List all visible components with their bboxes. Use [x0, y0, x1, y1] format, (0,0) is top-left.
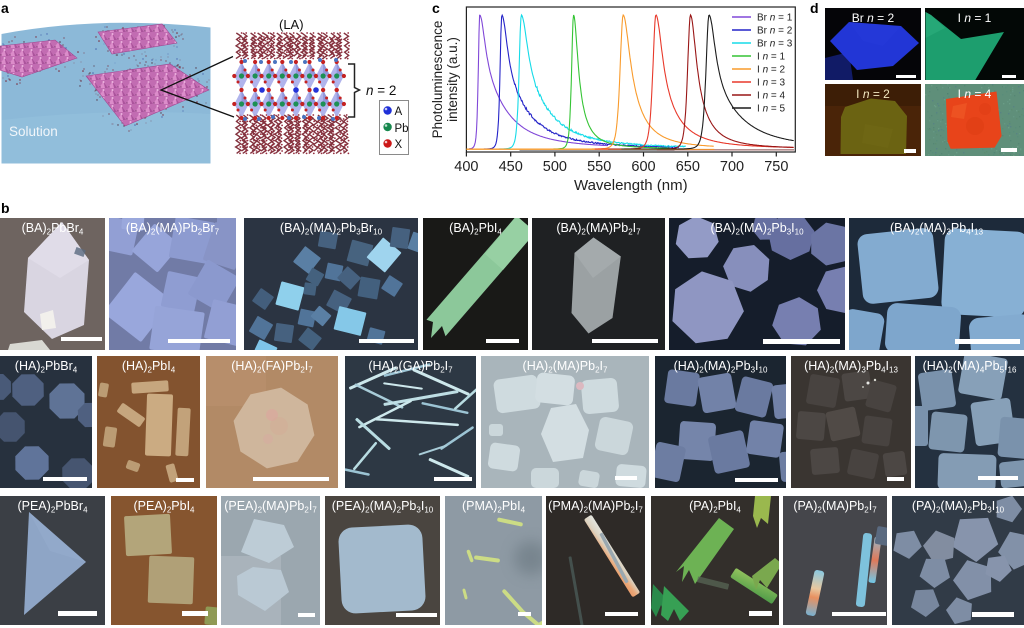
svg-text:600: 600: [631, 159, 655, 175]
svg-text:I n = 1: I n = 1: [757, 52, 786, 63]
svg-text:Br n = 3: Br n = 3: [757, 39, 793, 50]
svg-text:Br n = 1: Br n = 1: [757, 13, 793, 24]
svg-text:Wavelength (nm): Wavelength (nm): [574, 177, 688, 194]
svg-text:intensity (a.u.): intensity (a.u.): [445, 37, 460, 122]
svg-text:500: 500: [543, 159, 567, 175]
svg-text:550: 550: [587, 159, 611, 175]
svg-text:Br n = 2: Br n = 2: [757, 26, 793, 37]
svg-text:400: 400: [454, 159, 478, 175]
svg-text:750: 750: [764, 159, 788, 175]
svg-text:Photoluminescence: Photoluminescence: [430, 21, 445, 139]
svg-text:700: 700: [720, 159, 744, 175]
svg-text:450: 450: [499, 159, 523, 175]
svg-text:I n = 2: I n = 2: [757, 65, 786, 76]
svg-text:I n = 3: I n = 3: [757, 78, 786, 89]
svg-text:I n = 4: I n = 4: [757, 91, 786, 102]
svg-text:650: 650: [676, 159, 700, 175]
svg-text:I n = 5: I n = 5: [757, 104, 786, 115]
